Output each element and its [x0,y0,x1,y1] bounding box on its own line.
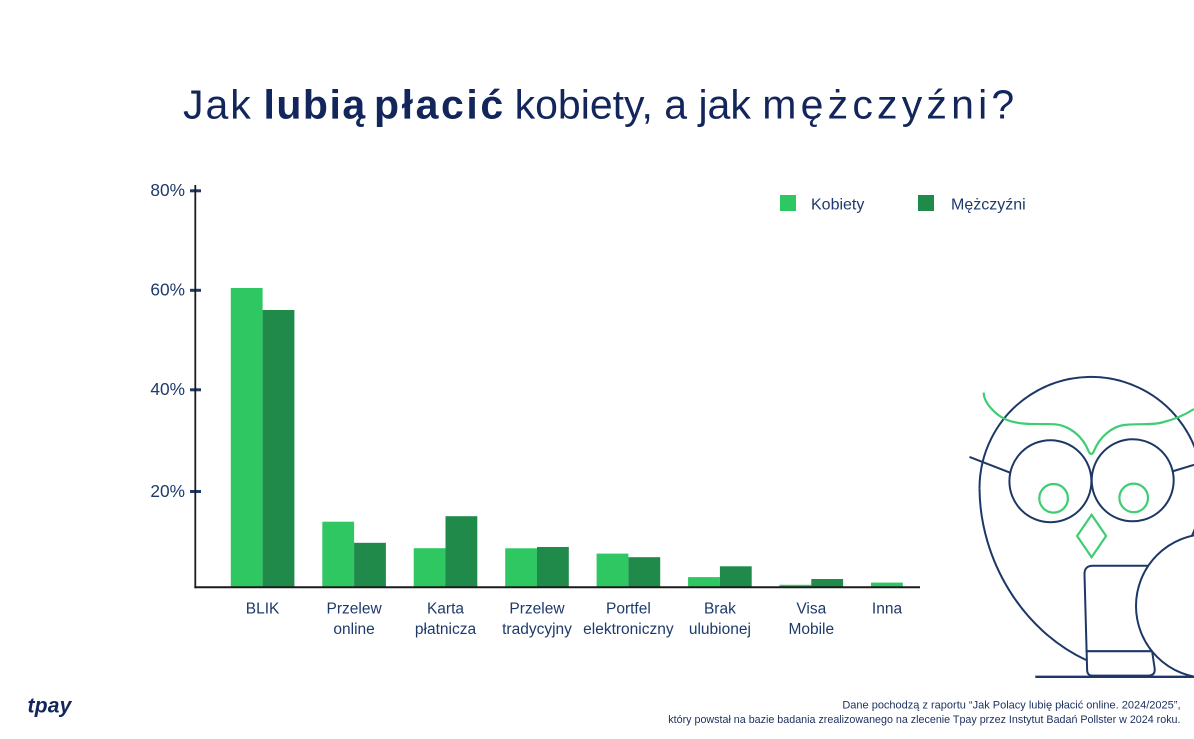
svg-text:płatnicza: płatnicza [415,621,477,638]
svg-text:który powstał na bazie badania: który powstał na bazie badania zrealizow… [668,714,1180,726]
svg-text:60%: 60% [150,280,185,300]
svg-text:40%: 40% [150,379,185,399]
svg-text:Inna: Inna [872,601,903,618]
svg-text:Portfel: Portfel [606,601,651,618]
svg-text:Brak: Brak [704,601,736,618]
svg-text:20%: 20% [150,481,185,501]
svg-text:BLIK: BLIK [246,601,280,618]
svg-text:Kobiety: Kobiety [811,197,864,214]
svg-text:Mobile: Mobile [788,621,834,638]
svg-text:Przelew: Przelew [327,601,383,618]
svg-text:Karta: Karta [427,601,464,618]
svg-text:online: online [333,621,374,638]
svg-text:elektroniczny: elektroniczny [583,621,674,638]
svg-text:Przelew: Przelew [509,601,565,618]
svg-text:tradycyjny: tradycyjny [502,621,572,638]
svg-text:ulubionej: ulubionej [689,621,751,638]
svg-text:Mężczyźni: Mężczyźni [951,197,1026,214]
svg-text:Visa: Visa [796,601,826,618]
svg-text:80%: 80% [150,180,185,200]
svg-text:tpay: tpay [28,694,73,717]
svg-text:Dane pochodzą z raportu “Jak P: Dane pochodzą z raportu “Jak Polacy lubi… [842,700,1180,712]
